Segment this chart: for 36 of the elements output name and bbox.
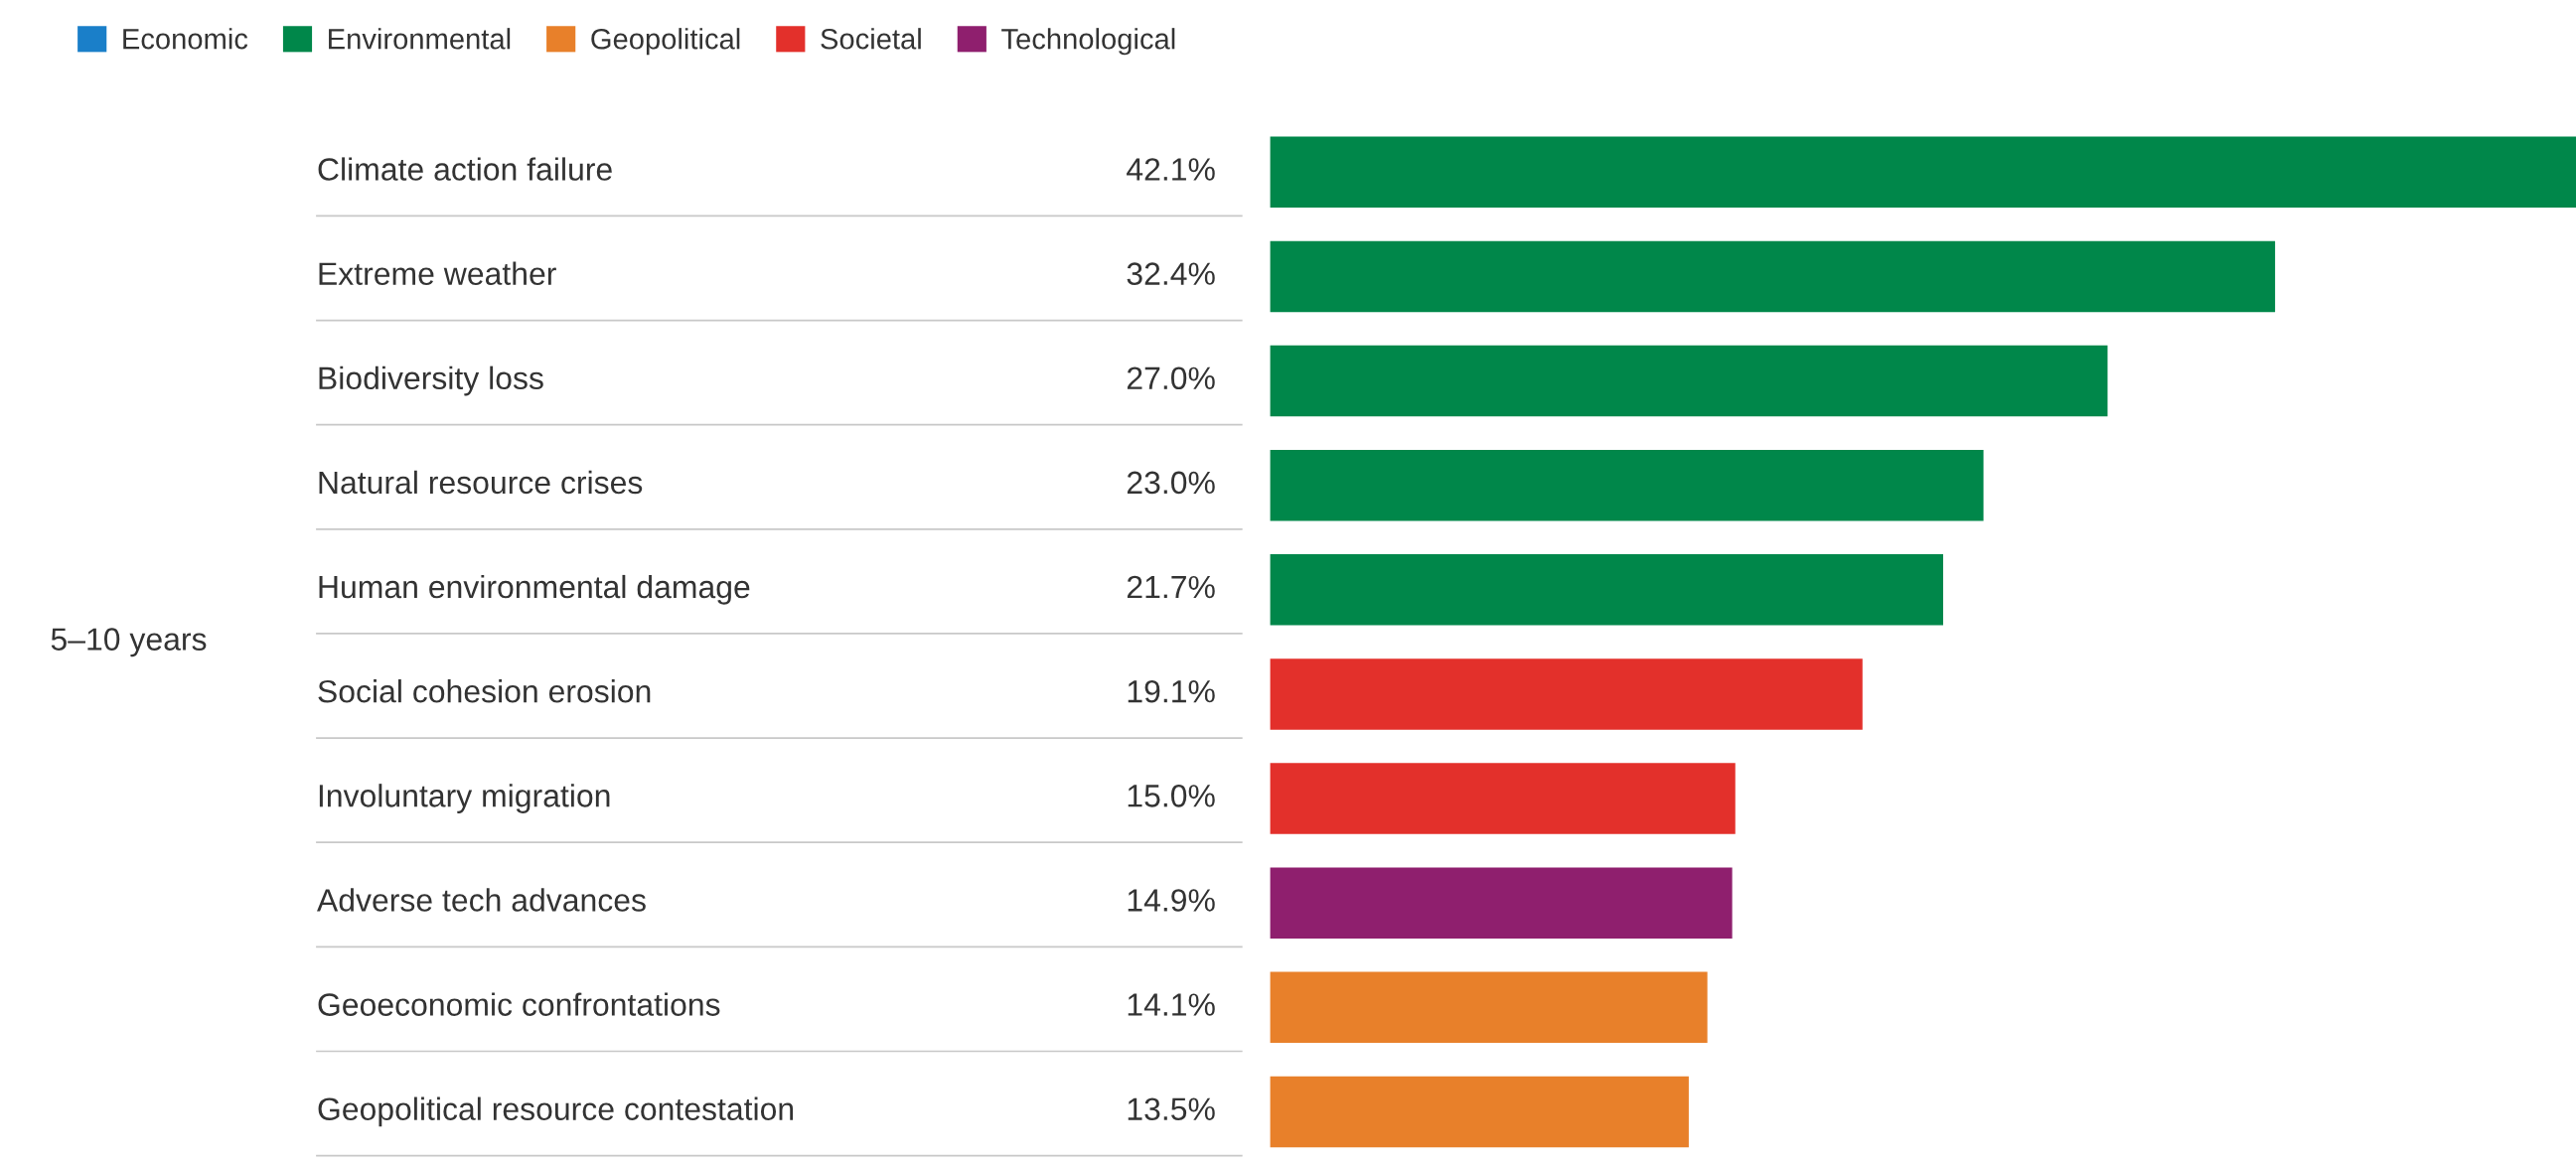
y-tick-label: Geopolitical resource contestation bbox=[318, 1096, 794, 1127]
data-label: 13.5% bbox=[1128, 1097, 1215, 1121]
y-tick-label: Climate action failure bbox=[318, 157, 612, 181]
y-tick-label: Geoeconomic confrontations bbox=[318, 992, 720, 1016]
y-tick-label: Involuntary migration bbox=[319, 784, 610, 813]
bar bbox=[1270, 554, 1943, 626]
bar bbox=[1270, 1076, 1689, 1148]
bar bbox=[1270, 658, 1863, 730]
bar bbox=[1270, 449, 1984, 521]
data-label: 27.0% bbox=[1127, 366, 1215, 390]
y-tick-label: Social cohesion erosion bbox=[318, 679, 651, 703]
data-label: 21.7% bbox=[1127, 575, 1215, 599]
y-tick-label: Adverse tech advances bbox=[317, 888, 646, 912]
data-label: 15.0% bbox=[1128, 785, 1215, 807]
y-tick-label: Natural resource crises bbox=[319, 470, 643, 495]
bar bbox=[1270, 971, 1708, 1044]
legend-label: Environmental bbox=[329, 28, 511, 50]
data-label: 19.1% bbox=[1128, 679, 1215, 703]
legend-label: Economic bbox=[123, 28, 248, 50]
legend-label: Geopolitical bbox=[591, 28, 740, 56]
bar bbox=[1270, 867, 1733, 939]
data-label: 14.1% bbox=[1128, 993, 1215, 1016]
bar bbox=[1270, 136, 2576, 209]
data-label: 42.1% bbox=[1127, 158, 1215, 181]
data-label: 32.4% bbox=[1127, 262, 1215, 285]
data-label: 14.9% bbox=[1128, 889, 1215, 912]
y-tick-label: Extreme weather bbox=[319, 261, 556, 285]
bar bbox=[1270, 763, 1736, 834]
y-tick-label: Human environmental damage bbox=[319, 574, 750, 605]
legend-label: Technological bbox=[1001, 28, 1175, 56]
data-label: 23.0% bbox=[1127, 471, 1215, 495]
bar bbox=[1270, 345, 2108, 417]
y-axis-title: 5–10 years bbox=[51, 628, 207, 657]
legend-label: Societal bbox=[821, 28, 921, 50]
bar bbox=[1270, 240, 2276, 313]
y-tick-label: Biodiversity loss bbox=[319, 365, 543, 396]
